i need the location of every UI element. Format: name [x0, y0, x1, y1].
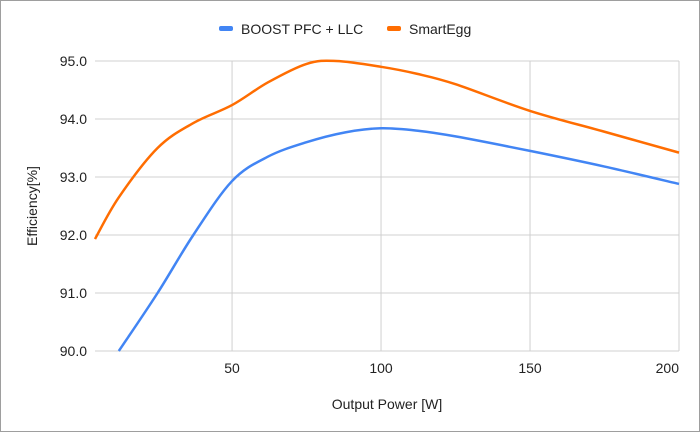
legend-swatch: [387, 26, 401, 31]
y-axis-label: Efficiency[%]: [24, 166, 40, 246]
legend-label: SmartEgg: [409, 21, 471, 37]
y-tick-label: 90.0: [60, 343, 87, 359]
series-line-2: [93, 59, 680, 240]
x-tick-label: 200: [656, 360, 680, 376]
y-tick-label: 91.0: [60, 285, 87, 301]
legend-swatch: [219, 26, 233, 31]
y-tick-label: 92.0: [60, 227, 87, 243]
x-axis-label: Output Power [W]: [332, 396, 442, 412]
y-tick-label: 93.0: [60, 169, 87, 185]
series-line-1: [117, 126, 680, 352]
y-tick-label: 94.0: [60, 111, 87, 127]
legend-label: BOOST PFC + LLC: [241, 21, 363, 37]
y-tick-label: 95.0: [60, 53, 87, 69]
x-tick-label: 50: [224, 360, 240, 376]
x-tick-label: 100: [369, 360, 393, 376]
x-tick-label: 150: [518, 360, 542, 376]
